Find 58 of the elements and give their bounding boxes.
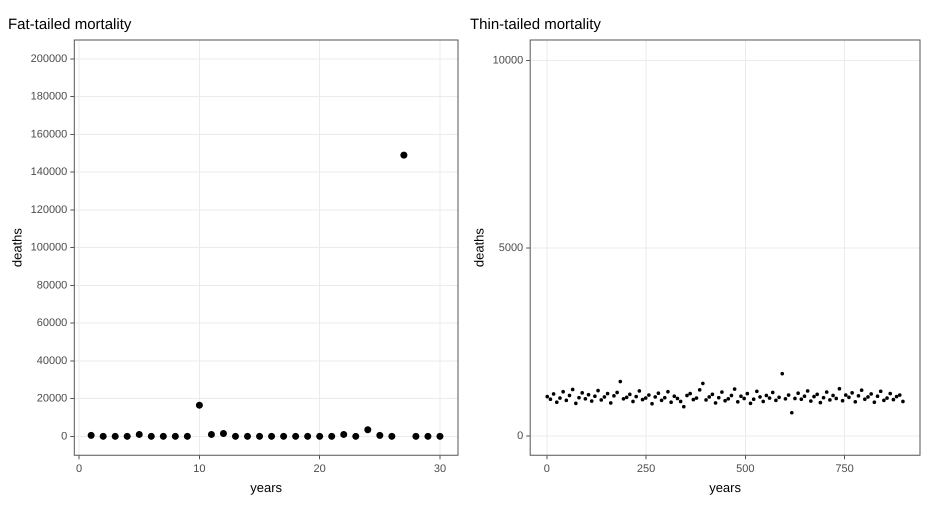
y-tick-label: 100000 — [30, 242, 68, 254]
chart-title: Fat-tailed mortality — [8, 16, 132, 34]
y-tick-label: 60000 — [36, 317, 68, 330]
y-tick-label: 120000 — [30, 204, 68, 216]
point — [268, 432, 276, 440]
x-tick-label: 0 — [76, 462, 82, 475]
point — [280, 432, 288, 440]
point — [184, 432, 191, 440]
point — [364, 426, 372, 434]
point — [412, 432, 420, 440]
point — [112, 432, 119, 440]
point — [292, 432, 300, 440]
y-tick-label: 140000 — [30, 166, 68, 178]
x-tick-label: 30 — [434, 462, 446, 475]
point — [244, 432, 252, 440]
point — [424, 432, 432, 440]
x-tick-label: 20 — [314, 462, 326, 475]
x-tick-label: 750 — [835, 462, 854, 475]
point — [100, 432, 107, 440]
y-tick-label: 20000 — [36, 392, 68, 405]
y-tick-label: 80000 — [36, 279, 68, 292]
point — [316, 432, 324, 440]
point — [304, 432, 312, 440]
x-tick-label: 250 — [636, 462, 656, 475]
x-tick-label: 10 — [193, 462, 206, 475]
point — [196, 402, 203, 409]
point — [136, 430, 143, 438]
point — [220, 430, 227, 437]
point — [328, 432, 336, 440]
x-axis-title: years — [250, 480, 283, 495]
point — [400, 152, 408, 159]
y-tick-label: 0 — [61, 430, 68, 442]
y-tick-label: 10000 — [492, 54, 524, 66]
point — [88, 432, 95, 439]
point — [436, 432, 444, 440]
y-axis-title: deaths — [9, 228, 24, 268]
point — [388, 432, 396, 440]
point — [352, 432, 360, 440]
point — [376, 432, 384, 439]
x-axis-title: years — [709, 480, 742, 495]
point — [124, 432, 131, 440]
y-tick-label: 200000 — [30, 52, 68, 65]
point — [340, 430, 348, 438]
x-tick-label: 500 — [736, 462, 755, 475]
chart-title: Thin-tailed mortality — [470, 16, 602, 34]
point — [172, 432, 179, 440]
point — [256, 432, 264, 440]
y-tick-label: 5000 — [498, 242, 524, 254]
x-tick-label: 0 — [544, 462, 550, 475]
y-axis-title: deaths — [471, 228, 486, 268]
y-tick-label: 40000 — [36, 354, 68, 367]
point — [160, 432, 167, 440]
point — [232, 432, 239, 440]
point — [148, 432, 155, 440]
y-tick-label: 160000 — [30, 128, 68, 140]
y-tick-label: 0 — [517, 430, 524, 442]
point — [208, 430, 215, 438]
y-tick-label: 180000 — [30, 90, 68, 103]
